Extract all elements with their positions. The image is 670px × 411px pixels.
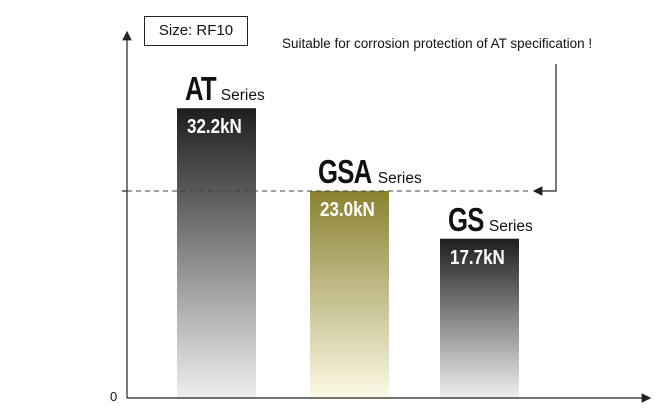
bar-gsa bbox=[310, 191, 389, 398]
annotation-text: Suitable for corrosion protection of AT … bbox=[282, 36, 593, 51]
series-name-at: AT Series bbox=[185, 70, 265, 108]
bar-at bbox=[177, 108, 256, 398]
bar-value-label-gs: 17.7kN bbox=[450, 246, 505, 269]
series-name-gsa: GSA Series bbox=[318, 153, 422, 190]
bar-value-label-at: 32.2kN bbox=[187, 116, 242, 139]
y-tick-label-zero: 0 bbox=[110, 389, 118, 404]
bar-gs bbox=[440, 238, 519, 398]
size-label: Size: RF10 bbox=[144, 16, 248, 46]
bar-value-label-gsa: 23.0kN bbox=[320, 199, 375, 221]
series-name-gs: GS Series bbox=[448, 200, 533, 238]
annotation-arrow bbox=[532, 64, 557, 196]
